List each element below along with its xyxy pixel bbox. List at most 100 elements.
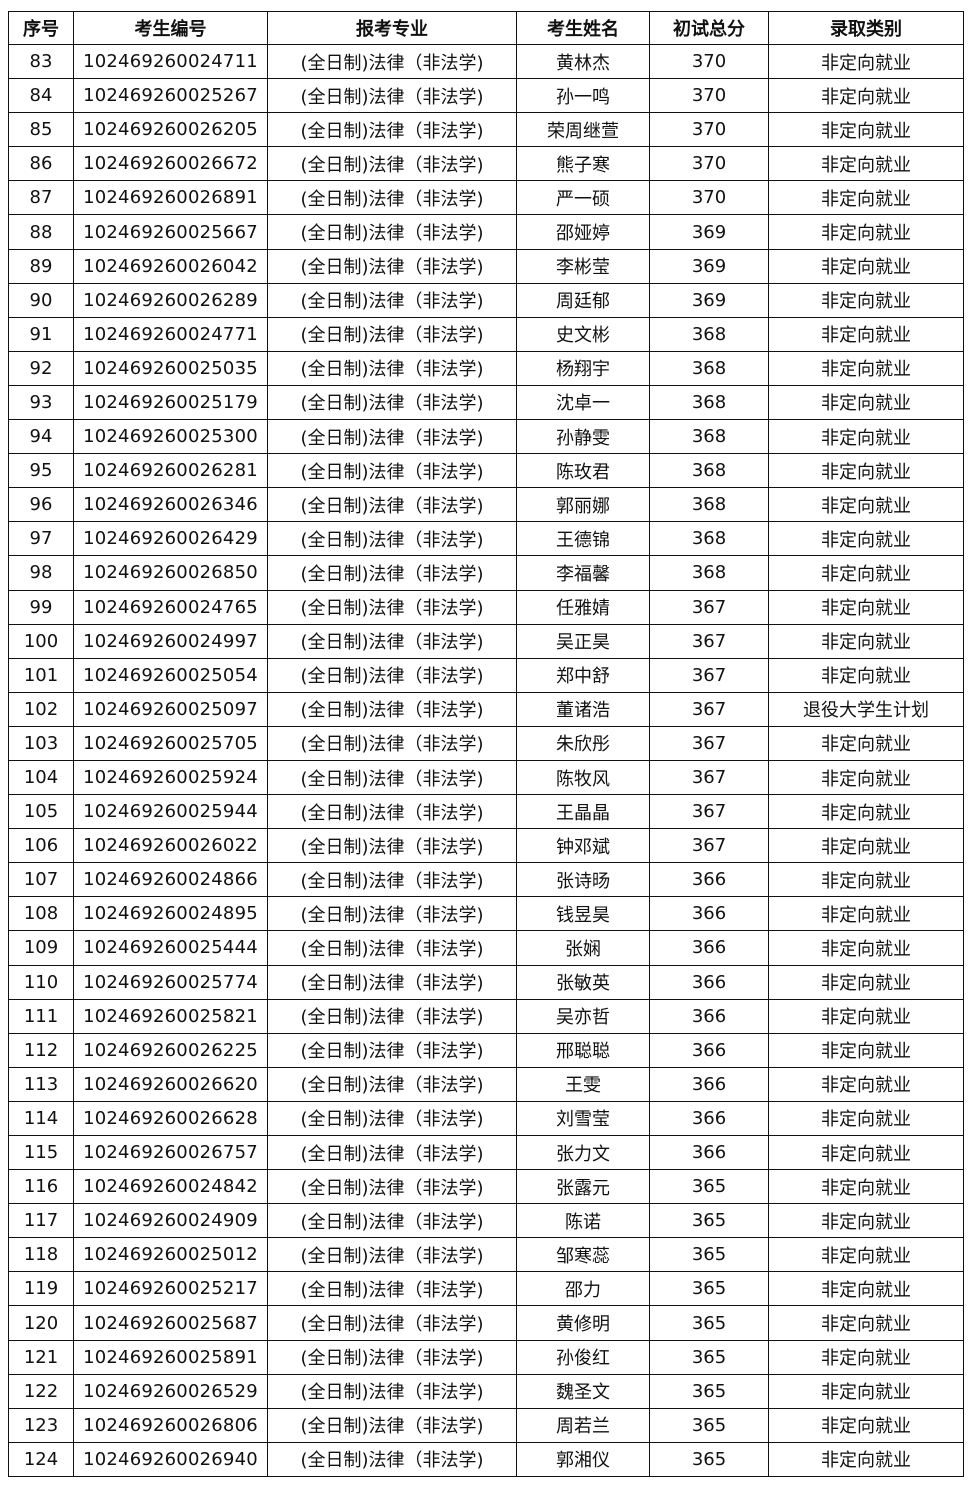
table-row: 96 102469260026346 (全日制)法律（非法学) 郭丽娜 368 非定向就业 — [8, 487, 964, 523]
cell-name: 朱欣彤 — [516, 725, 650, 761]
cell-index: 98 — [8, 555, 74, 591]
cell-score: 368 — [649, 419, 769, 455]
cell-score: 368 — [649, 350, 769, 386]
cell-major: (全日制)法律（非法学) — [267, 453, 517, 489]
cell-major: (全日制)法律（非法学) — [267, 998, 517, 1034]
table-row: 86 102469260026672 (全日制)法律（非法学) 熊子寒 370 非定向就业 — [8, 146, 964, 182]
cell-name: 钱昱昊 — [516, 896, 650, 932]
cell-major: (全日制)法律（非法学) — [267, 1441, 517, 1477]
cell-index: 105 — [8, 794, 74, 830]
cell-index: 84 — [8, 78, 74, 114]
cell-score: 367 — [649, 691, 769, 727]
table-row: 87 102469260026891 (全日制)法律（非法学) 严一硕 370 非定向就业 — [8, 180, 964, 216]
cell-candidate-id: 102469260025667 — [73, 214, 268, 250]
cell-major: (全日制)法律（非法学) — [267, 350, 517, 386]
cell-major: (全日制)法律（非法学) — [267, 487, 517, 523]
cell-category: 非定向就业 — [768, 282, 964, 318]
cell-name: 刘雪莹 — [516, 1100, 650, 1137]
table-row: 104 102469260025924 (全日制)法律（非法学) 陈牧风 367 非定向就… — [8, 759, 964, 796]
cell-index: 124 — [8, 1441, 74, 1477]
admission-table: 序号 考生编号 报考专业 考生姓名 初试总分 录取类别 83 1024692600… — [8, 11, 964, 1477]
cell-category: 退役大学生计划 — [768, 691, 964, 727]
cell-name: 郭丽娜 — [516, 487, 650, 523]
cell-score: 367 — [649, 828, 769, 864]
cell-name: 孙俊红 — [516, 1339, 650, 1375]
cell-major: (全日制)法律（非法学) — [267, 657, 517, 693]
cell-category: 非定向就业 — [768, 453, 964, 489]
cell-candidate-id: 102469260024842 — [73, 1169, 268, 1205]
cell-score: 366 — [649, 1134, 769, 1171]
cell-index: 95 — [8, 453, 74, 489]
table-row: 114 102469260026628 (全日制)法律（非法学) 刘雪莹 366 非定向就… — [8, 1100, 964, 1137]
cell-candidate-id: 102469260026429 — [73, 521, 268, 557]
cell-major: (全日制)法律（非法学) — [267, 555, 517, 591]
cell-candidate-id: 102469260024909 — [73, 1203, 268, 1239]
cell-candidate-id: 102469260026225 — [73, 1032, 268, 1068]
cell-candidate-id: 102469260026672 — [73, 146, 268, 182]
cell-major: (全日制)法律（非法学) — [267, 1271, 517, 1307]
cell-index: 114 — [8, 1100, 74, 1137]
cell-major: (全日制)法律（非法学) — [267, 828, 517, 864]
cell-name: 郭湘仪 — [516, 1441, 650, 1477]
cell-score: 366 — [649, 862, 769, 898]
cell-category: 非定向就业 — [768, 1407, 964, 1443]
cell-score: 368 — [649, 521, 769, 557]
table-row: 94 102469260025300 (全日制)法律（非法学) 孙静雯 368 非定向就业 — [8, 419, 964, 455]
cell-index: 102 — [8, 691, 74, 727]
cell-name: 史文彬 — [516, 316, 650, 352]
cell-major: (全日制)法律（非法学) — [267, 282, 517, 318]
cell-candidate-id: 102469260026628 — [73, 1100, 268, 1137]
cell-major: (全日制)法律（非法学) — [267, 1169, 517, 1205]
cell-category: 非定向就业 — [768, 180, 964, 216]
cell-index: 110 — [8, 964, 74, 1000]
cell-category: 非定向就业 — [768, 862, 964, 898]
cell-name: 吴正昊 — [516, 623, 650, 659]
cell-score: 365 — [649, 1373, 769, 1409]
table-row: 105 102469260025944 (全日制)法律（非法学) 王晶晶 367 非定向就… — [8, 794, 964, 830]
table-row: 123 102469260026806 (全日制)法律（非法学) 周若兰 365 非定向就… — [8, 1407, 964, 1443]
cell-candidate-id: 102469260026850 — [73, 555, 268, 591]
table-row: 101 102469260025054 (全日制)法律（非法学) 郑中舒 367 非定向就… — [8, 657, 964, 693]
cell-category: 非定向就业 — [768, 146, 964, 182]
cell-major: (全日制)法律（非法学) — [267, 759, 517, 796]
cell-name: 邹寒蕊 — [516, 1237, 650, 1273]
cell-candidate-id: 102469260025444 — [73, 930, 268, 966]
cell-major: (全日制)法律（非法学) — [267, 1066, 517, 1102]
cell-category: 非定向就业 — [768, 43, 964, 80]
cell-candidate-id: 102469260026757 — [73, 1134, 268, 1171]
cell-index: 86 — [8, 146, 74, 182]
cell-index: 89 — [8, 248, 74, 284]
table-row: 107 102469260024866 (全日制)法律（非法学) 张诗旸 366 非定向就… — [8, 862, 964, 898]
cell-score: 367 — [649, 725, 769, 761]
cell-index: 92 — [8, 350, 74, 386]
cell-candidate-id: 102469260026620 — [73, 1066, 268, 1102]
cell-candidate-id: 102469260025179 — [73, 384, 268, 421]
cell-category: 非定向就业 — [768, 964, 964, 1000]
cell-candidate-id: 102469260024771 — [73, 316, 268, 352]
cell-name: 沈卓一 — [516, 384, 650, 421]
cell-candidate-id: 102469260024711 — [73, 43, 268, 80]
cell-category: 非定向就业 — [768, 487, 964, 523]
cell-name: 陈诺 — [516, 1203, 650, 1239]
table-row: 108 102469260024895 (全日制)法律（非法学) 钱昱昊 366 非定向就… — [8, 896, 964, 932]
cell-index: 112 — [8, 1032, 74, 1068]
cell-index: 108 — [8, 896, 74, 932]
cell-index: 107 — [8, 862, 74, 898]
cell-category: 非定向就业 — [768, 828, 964, 864]
cell-category: 非定向就业 — [768, 930, 964, 966]
cell-index: 91 — [8, 316, 74, 352]
cell-category: 非定向就业 — [768, 589, 964, 625]
header-category: 录取类别 — [768, 11, 964, 45]
cell-major: (全日制)法律（非法学) — [267, 248, 517, 284]
cell-major: (全日制)法律（非法学) — [267, 146, 517, 182]
cell-candidate-id: 102469260025035 — [73, 350, 268, 386]
cell-score: 367 — [649, 589, 769, 625]
cell-major: (全日制)法律（非法学) — [267, 691, 517, 727]
cell-score: 370 — [649, 43, 769, 80]
cell-category: 非定向就业 — [768, 419, 964, 455]
cell-score: 366 — [649, 964, 769, 1000]
cell-category: 非定向就业 — [768, 384, 964, 421]
cell-index: 118 — [8, 1237, 74, 1273]
header-major: 报考专业 — [267, 11, 517, 45]
cell-candidate-id: 102469260026346 — [73, 487, 268, 523]
